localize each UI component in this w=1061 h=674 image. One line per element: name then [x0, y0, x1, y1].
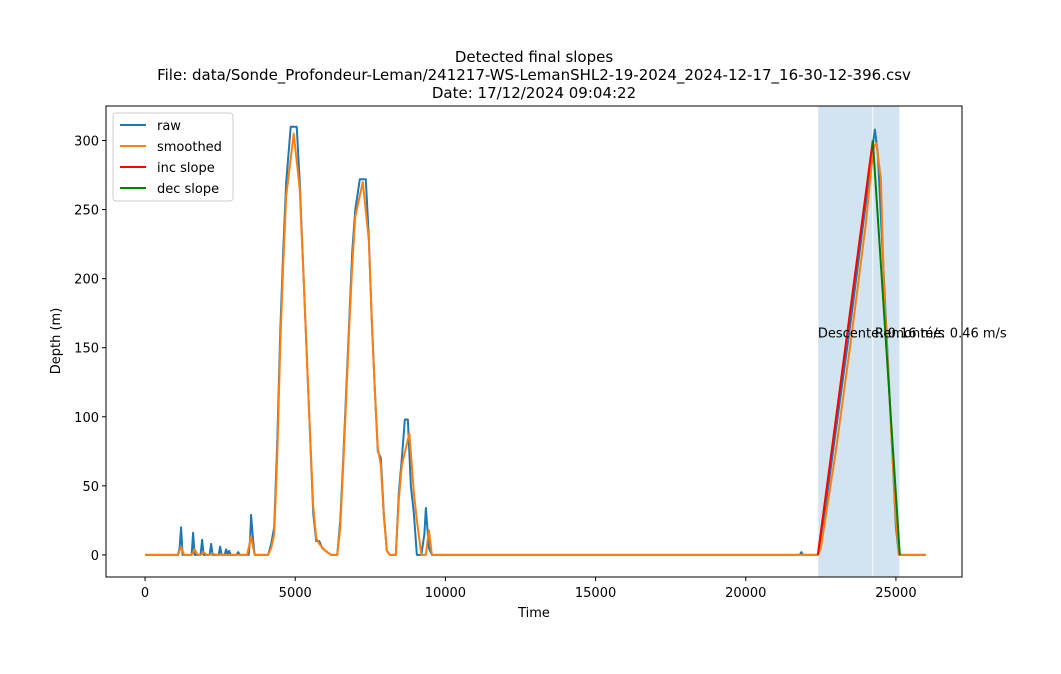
annotation: Remontée: 0.46 m/s — [875, 327, 1007, 342]
legend-label: smoothed — [157, 140, 222, 155]
legend-label: raw — [157, 119, 181, 134]
x-tick-label: 5000 — [279, 586, 312, 601]
y-tick-label: 0 — [91, 549, 99, 564]
x-axis-label: Time — [517, 606, 550, 621]
x-tick-label: 15000 — [575, 586, 616, 601]
y-axis-label: Depth (m) — [49, 308, 64, 375]
y-tick-label: 200 — [74, 273, 99, 288]
legend-label: dec slope — [157, 182, 219, 197]
y-tick-label: 50 — [82, 480, 99, 495]
series-line — [816, 140, 874, 556]
chart-subtitle: File: data/Sonde_Profondeur-Leman/241217… — [157, 66, 911, 85]
x-tick-label: 10000 — [425, 586, 466, 601]
series-line — [871, 140, 901, 555]
plot-frame — [105, 105, 963, 578]
annotation: Descente: 0.16 m/s — [818, 327, 945, 342]
x-tick-label: 20000 — [725, 586, 766, 601]
y-tick-label: 250 — [74, 204, 99, 219]
chart-title: Detected final slopes — [455, 48, 614, 66]
chart-date: Date: 17/12/2024 09:04:22 — [432, 84, 636, 102]
legend-box — [112, 112, 234, 202]
legend-label: inc slope — [157, 161, 215, 176]
y-tick-label: 100 — [74, 411, 99, 426]
x-tick-label: 25000 — [875, 586, 916, 601]
y-tick-label: 300 — [74, 135, 99, 150]
x-tick-label: 0 — [141, 586, 149, 601]
y-tick-label: 150 — [74, 342, 99, 357]
